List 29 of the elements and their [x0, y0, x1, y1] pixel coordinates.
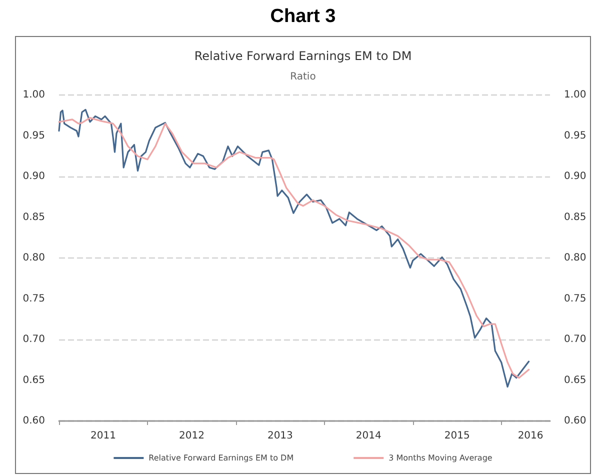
- y-tick-label: 1.00: [22, 90, 45, 100]
- x-tick-label: 2016: [518, 430, 544, 442]
- y-tick-label: 0.90: [22, 171, 45, 182]
- chart-subtitle: Relative Forward Earnings EM to DM: [194, 49, 412, 63]
- x-tick-label: 2011: [90, 430, 116, 442]
- y2-tick-label: 0.85: [564, 212, 586, 223]
- y2-tick-label: 0.65: [564, 374, 586, 386]
- x-tick-label: 2012: [178, 430, 204, 442]
- y2-tick-label: 0.90: [564, 171, 586, 182]
- y-tick-label: 0.60: [22, 416, 45, 426]
- y2-tick-label: 1.00: [564, 90, 586, 100]
- legend-label: 3 Months Moving Average: [388, 454, 492, 462]
- y2-tick-label: 0.60: [564, 416, 586, 426]
- x-tick-label: 2013: [267, 430, 293, 442]
- y-tick-label: 0.75: [22, 293, 45, 304]
- y-tick-label: 0.65: [22, 374, 45, 386]
- legend-label: Relative Forward Earnings EM to DM: [148, 454, 294, 462]
- y-tick-label: 0.85: [22, 212, 45, 223]
- y-tick-label: 0.80: [22, 252, 45, 264]
- x-tick-label: 2014: [356, 430, 382, 442]
- y-tick-label: 0.95: [22, 130, 45, 142]
- y-axis-title: Ratio: [290, 72, 316, 82]
- y2-tick-label: 0.75: [564, 293, 586, 304]
- y2-tick-label: 0.70: [564, 334, 586, 345]
- y2-tick-label: 0.80: [564, 252, 586, 264]
- y-tick-label: 0.70: [22, 334, 45, 345]
- y2-tick-label: 0.95: [564, 130, 586, 142]
- x-tick-label: 2015: [444, 430, 470, 442]
- chart-title: Chart 3: [269, 6, 337, 28]
